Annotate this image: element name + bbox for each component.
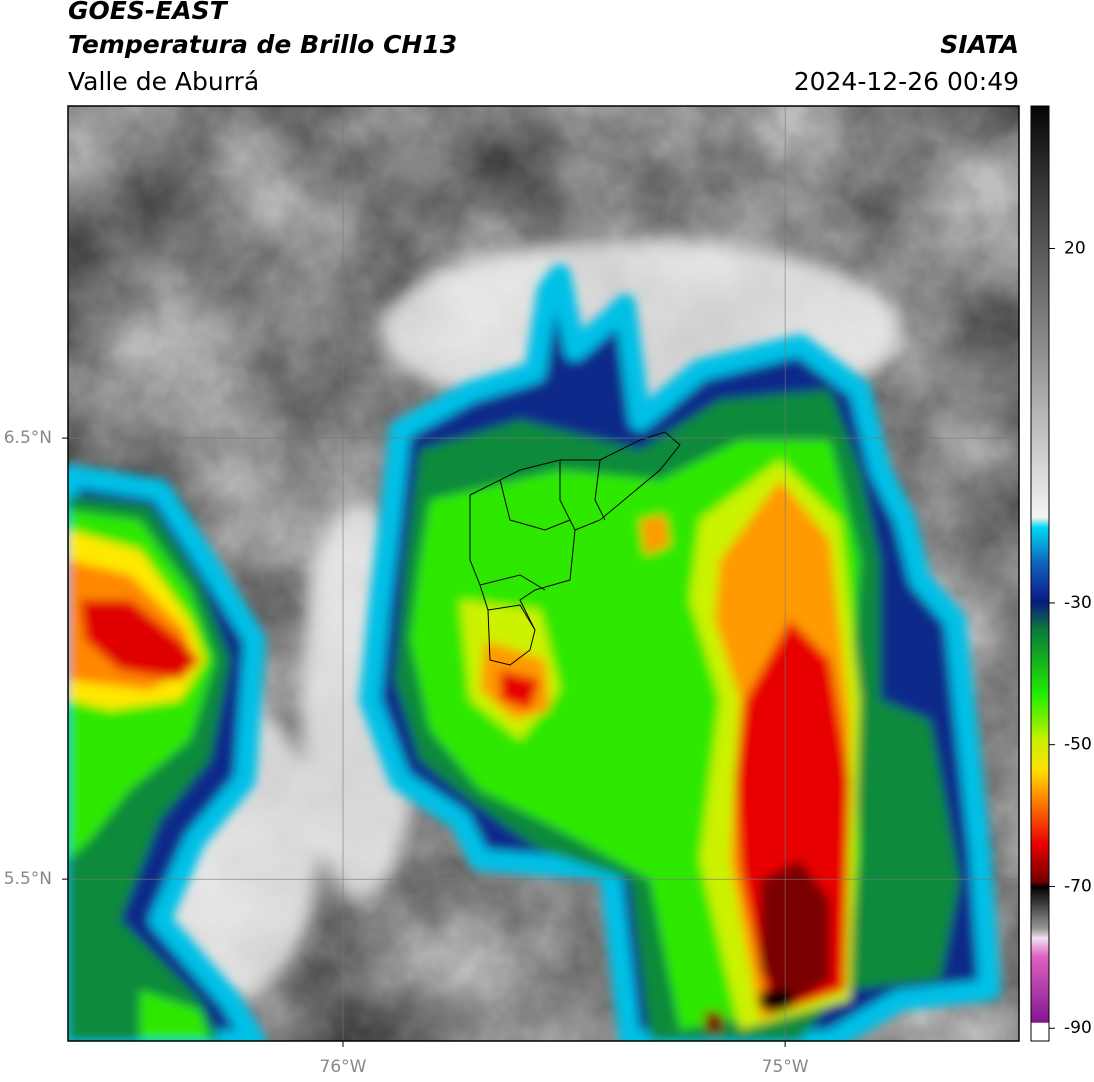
map-frame bbox=[67, 105, 1020, 1042]
lat-tick-label: 5.5°N bbox=[4, 869, 52, 889]
title: GOES-EAST bbox=[68, 0, 229, 25]
colorbar-tick-label: -30 bbox=[1064, 593, 1092, 613]
lon-tick-label: 76°W bbox=[320, 1057, 367, 1077]
colorbar bbox=[1030, 105, 1050, 1042]
satellite-image bbox=[68, 106, 1019, 1041]
colorbar-tick-label: -70 bbox=[1064, 876, 1092, 896]
lat-tick-label: 6.5°N bbox=[4, 428, 52, 448]
lon-tick-label: 75°W bbox=[762, 1057, 809, 1077]
colorbar-tick-label: -90 bbox=[1064, 1018, 1092, 1038]
timestamp: 2024-12-26 00:49 bbox=[794, 67, 1019, 96]
colorbar-tick-label: -50 bbox=[1064, 735, 1092, 755]
source: SIATA bbox=[940, 30, 1019, 59]
colorbar-tick-label: 20 bbox=[1064, 238, 1086, 258]
region: Valle de Aburrá bbox=[68, 67, 259, 96]
admin-boundaries bbox=[469, 431, 681, 666]
graticule bbox=[68, 106, 1019, 1041]
subtitle: Temperatura de Brillo CH13 bbox=[68, 30, 457, 59]
